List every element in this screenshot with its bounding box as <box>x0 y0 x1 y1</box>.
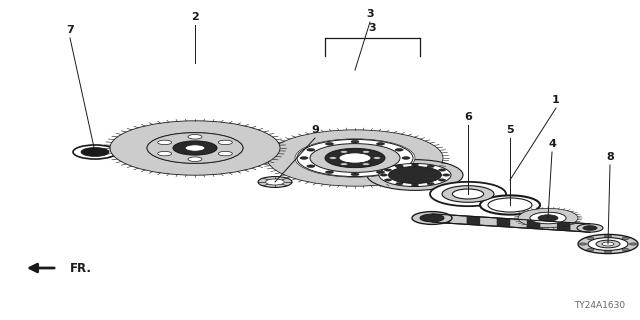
Ellipse shape <box>605 235 611 237</box>
Ellipse shape <box>395 148 403 151</box>
Ellipse shape <box>396 165 403 167</box>
Ellipse shape <box>376 171 385 173</box>
Ellipse shape <box>480 196 540 215</box>
Ellipse shape <box>362 151 370 153</box>
Ellipse shape <box>530 212 566 224</box>
Ellipse shape <box>577 224 603 232</box>
Ellipse shape <box>412 164 419 166</box>
Ellipse shape <box>157 140 172 145</box>
Polygon shape <box>432 214 590 232</box>
Ellipse shape <box>307 148 315 151</box>
Ellipse shape <box>267 130 443 186</box>
Ellipse shape <box>630 243 637 245</box>
Text: 3: 3 <box>369 23 376 33</box>
Ellipse shape <box>326 143 333 145</box>
Ellipse shape <box>325 148 385 168</box>
Ellipse shape <box>596 240 620 248</box>
Text: 3: 3 <box>366 9 374 19</box>
Ellipse shape <box>396 182 403 185</box>
Ellipse shape <box>587 237 594 239</box>
Ellipse shape <box>587 249 594 251</box>
Ellipse shape <box>578 234 638 253</box>
Ellipse shape <box>351 173 359 176</box>
Ellipse shape <box>379 164 451 187</box>
Ellipse shape <box>297 140 413 177</box>
Ellipse shape <box>173 141 217 155</box>
Ellipse shape <box>427 182 434 185</box>
Ellipse shape <box>329 157 337 159</box>
Ellipse shape <box>438 169 445 171</box>
Ellipse shape <box>81 148 109 156</box>
Ellipse shape <box>388 166 442 183</box>
Ellipse shape <box>73 145 117 159</box>
Ellipse shape <box>373 157 381 159</box>
Text: 9: 9 <box>311 125 319 135</box>
Ellipse shape <box>622 249 629 251</box>
Ellipse shape <box>188 157 202 161</box>
Polygon shape <box>436 214 450 223</box>
Ellipse shape <box>622 237 629 239</box>
Ellipse shape <box>579 243 586 245</box>
Ellipse shape <box>310 144 400 172</box>
Ellipse shape <box>339 153 371 163</box>
Ellipse shape <box>442 186 494 202</box>
Text: 6: 6 <box>464 112 472 122</box>
Text: FR.: FR. <box>70 261 92 275</box>
Text: 4: 4 <box>548 139 556 149</box>
Text: 8: 8 <box>606 152 614 162</box>
Polygon shape <box>527 220 540 229</box>
Polygon shape <box>467 216 480 225</box>
Ellipse shape <box>380 174 387 176</box>
Ellipse shape <box>295 139 415 177</box>
Ellipse shape <box>385 169 392 171</box>
Ellipse shape <box>258 177 292 188</box>
Ellipse shape <box>185 145 205 151</box>
Ellipse shape <box>340 163 348 165</box>
Ellipse shape <box>362 163 370 165</box>
Ellipse shape <box>147 132 243 163</box>
Ellipse shape <box>427 165 434 167</box>
Ellipse shape <box>438 179 445 181</box>
Ellipse shape <box>602 242 614 246</box>
Ellipse shape <box>147 132 243 163</box>
Ellipse shape <box>376 143 385 145</box>
Ellipse shape <box>538 215 558 221</box>
Ellipse shape <box>218 151 232 156</box>
Text: 2: 2 <box>191 12 199 22</box>
Ellipse shape <box>110 121 280 175</box>
Ellipse shape <box>420 214 444 222</box>
Ellipse shape <box>326 171 333 173</box>
Ellipse shape <box>605 251 611 253</box>
Ellipse shape <box>351 140 359 143</box>
Polygon shape <box>557 222 570 231</box>
Ellipse shape <box>518 208 578 228</box>
Text: TY24A1630: TY24A1630 <box>574 301 625 310</box>
Ellipse shape <box>430 182 506 206</box>
Text: 1: 1 <box>552 95 560 105</box>
Ellipse shape <box>385 179 392 181</box>
Ellipse shape <box>488 198 532 212</box>
Ellipse shape <box>157 151 172 156</box>
Ellipse shape <box>412 184 419 186</box>
Ellipse shape <box>367 160 463 190</box>
Ellipse shape <box>307 165 315 167</box>
Ellipse shape <box>452 189 484 199</box>
Ellipse shape <box>588 237 628 250</box>
Text: 5: 5 <box>506 125 514 135</box>
Ellipse shape <box>583 226 597 230</box>
Ellipse shape <box>402 157 410 159</box>
Ellipse shape <box>300 157 308 159</box>
Text: 7: 7 <box>66 25 74 35</box>
Polygon shape <box>497 218 510 227</box>
Ellipse shape <box>443 174 450 176</box>
Ellipse shape <box>218 140 232 145</box>
Ellipse shape <box>395 165 403 167</box>
Ellipse shape <box>188 134 202 139</box>
Ellipse shape <box>266 179 284 185</box>
Ellipse shape <box>340 151 348 153</box>
Ellipse shape <box>412 212 452 224</box>
Ellipse shape <box>530 212 566 224</box>
